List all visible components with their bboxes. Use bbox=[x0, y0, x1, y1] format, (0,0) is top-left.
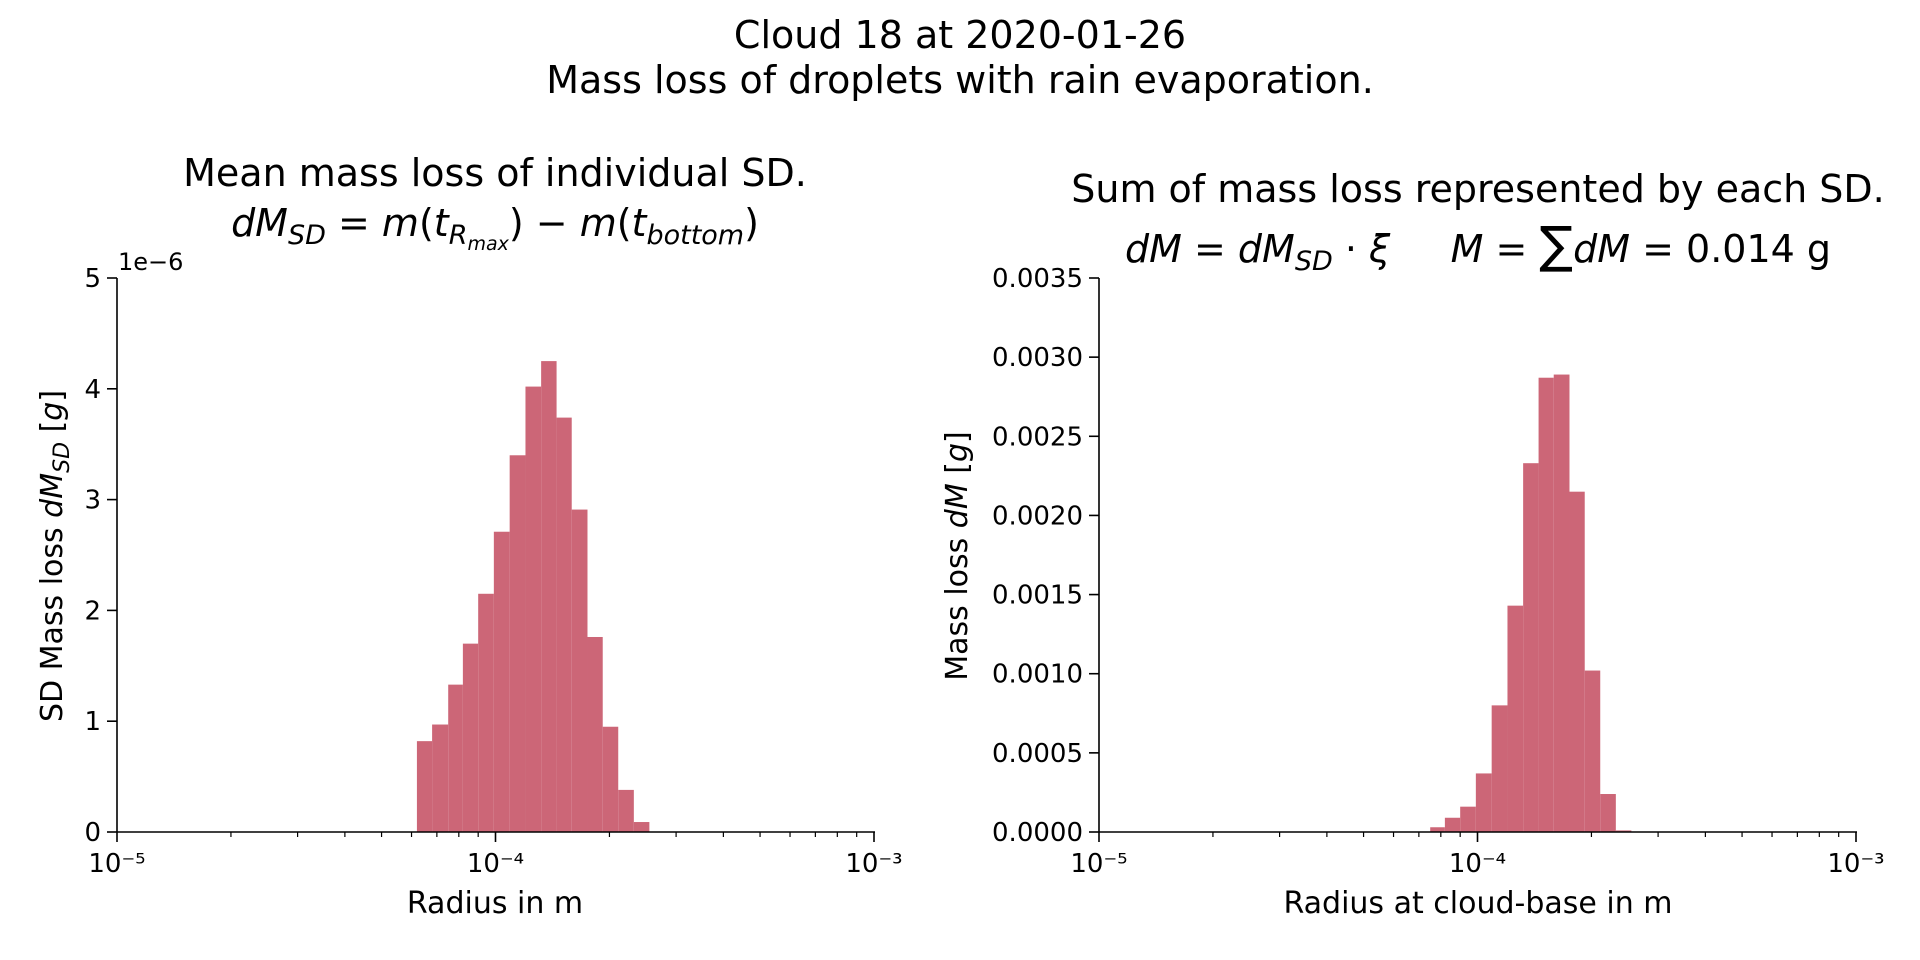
left-panel: 10⁻⁵ 10⁻⁴ 10⁻³ 0 1 2 3 4 5 bbox=[84, 264, 902, 879]
left-histogram-bar-6 bbox=[509, 455, 526, 832]
right-histogram-bar-0 bbox=[1430, 827, 1445, 832]
right-y-tick-label-0: 0.0000 bbox=[992, 818, 1083, 848]
right-histogram-bar-5 bbox=[1507, 605, 1524, 832]
right-y-tick-label-1: 0.0005 bbox=[992, 739, 1083, 769]
right-histogram-bar-8 bbox=[1553, 374, 1570, 832]
right-panel-formula: dM = dMSD · ξ M = ∑dM = 0.014 g bbox=[1125, 216, 1831, 277]
right-y-tick-label-3: 0.0015 bbox=[992, 581, 1083, 611]
right-histogram-bar-6 bbox=[1523, 463, 1539, 832]
right-histogram-bar-2 bbox=[1460, 806, 1476, 832]
right-y-tick-label-7: 0.0035 bbox=[992, 264, 1083, 294]
right-histogram-bar-9 bbox=[1569, 491, 1585, 832]
right-panel: 10⁻⁵ 10⁻⁴ 10⁻³ 0.0000 0.0005 0.0010 0.0015 0.00… bbox=[992, 264, 1885, 879]
left-histogram-bar-13 bbox=[618, 789, 634, 832]
right-histogram-bar-11 bbox=[1600, 794, 1616, 832]
left-y-offset-text: 1e−6 bbox=[118, 248, 183, 276]
right-x-tick-label-2: 10⁻³ bbox=[1827, 849, 1884, 879]
left-histogram-bar-0 bbox=[416, 741, 433, 832]
left-histogram-bar-1 bbox=[432, 724, 449, 832]
left-histogram-bar-5 bbox=[493, 531, 510, 832]
right-histogram-bar-7 bbox=[1538, 377, 1554, 832]
right-histogram-bar-4 bbox=[1491, 705, 1508, 832]
left-histogram-bar-3 bbox=[462, 643, 479, 832]
figure-subtitle: Mass loss of droplets with rain evaporat… bbox=[546, 58, 1374, 102]
left-x-tick-label-1: 10⁻⁴ bbox=[467, 849, 524, 879]
right-x-tick-label-0: 10⁻⁵ bbox=[1070, 849, 1127, 879]
left-y-tick-label-4: 4 bbox=[84, 375, 101, 405]
left-histogram-bar-14 bbox=[633, 822, 650, 832]
left-x-tick-label-0: 10⁻⁵ bbox=[88, 849, 145, 879]
left-histogram-bar-2 bbox=[448, 684, 463, 832]
left-histogram-bar-12 bbox=[602, 726, 619, 832]
left-histogram-bar-9 bbox=[556, 417, 572, 832]
left-y-axis-label: SD Mass loss dMSD [g] bbox=[35, 390, 75, 722]
right-panel-title: Sum of mass loss represented by each SD. bbox=[1071, 167, 1885, 211]
right-histogram-bar-10 bbox=[1584, 670, 1601, 832]
left-histogram-bar-7 bbox=[525, 386, 542, 832]
left-histogram-bar-4 bbox=[478, 593, 494, 832]
left-y-tick-label-3: 3 bbox=[84, 486, 101, 516]
left-panel-formula: dMSD = m(tRmax) − m(tbottom) bbox=[231, 201, 759, 255]
right-histogram-bar-1 bbox=[1444, 817, 1461, 832]
left-histogram-bar-8 bbox=[541, 361, 557, 832]
left-y-tick-label-0: 0 bbox=[84, 818, 101, 848]
left-y-tick-label-1: 1 bbox=[84, 707, 101, 737]
right-y-tick-label-6: 0.0030 bbox=[992, 343, 1083, 373]
right-y-tick-label-2: 0.0010 bbox=[992, 660, 1083, 690]
left-y-tick-label-5: 5 bbox=[84, 264, 101, 294]
left-histogram-bar-11 bbox=[587, 636, 603, 832]
left-x-axis-label: Radius in m bbox=[407, 886, 583, 921]
right-y-tick-label-4: 0.0020 bbox=[992, 501, 1083, 531]
right-x-tick-label-1: 10⁻⁴ bbox=[1449, 849, 1506, 879]
left-histogram-bar-10 bbox=[571, 509, 588, 832]
right-histogram-bar-3 bbox=[1475, 773, 1492, 832]
left-panel-title: Mean mass loss of individual SD. bbox=[183, 151, 807, 195]
left-y-tick-label-2: 2 bbox=[84, 596, 101, 626]
right-y-tick-label-5: 0.0025 bbox=[992, 422, 1083, 452]
left-x-tick-label-2: 10⁻³ bbox=[845, 849, 902, 879]
figure-title: Cloud 18 at 2020-01-26 bbox=[733, 13, 1187, 57]
right-y-axis-label: Mass loss dM [g] bbox=[940, 431, 975, 681]
right-x-axis-label: Radius at cloud-base in m bbox=[1283, 886, 1672, 921]
